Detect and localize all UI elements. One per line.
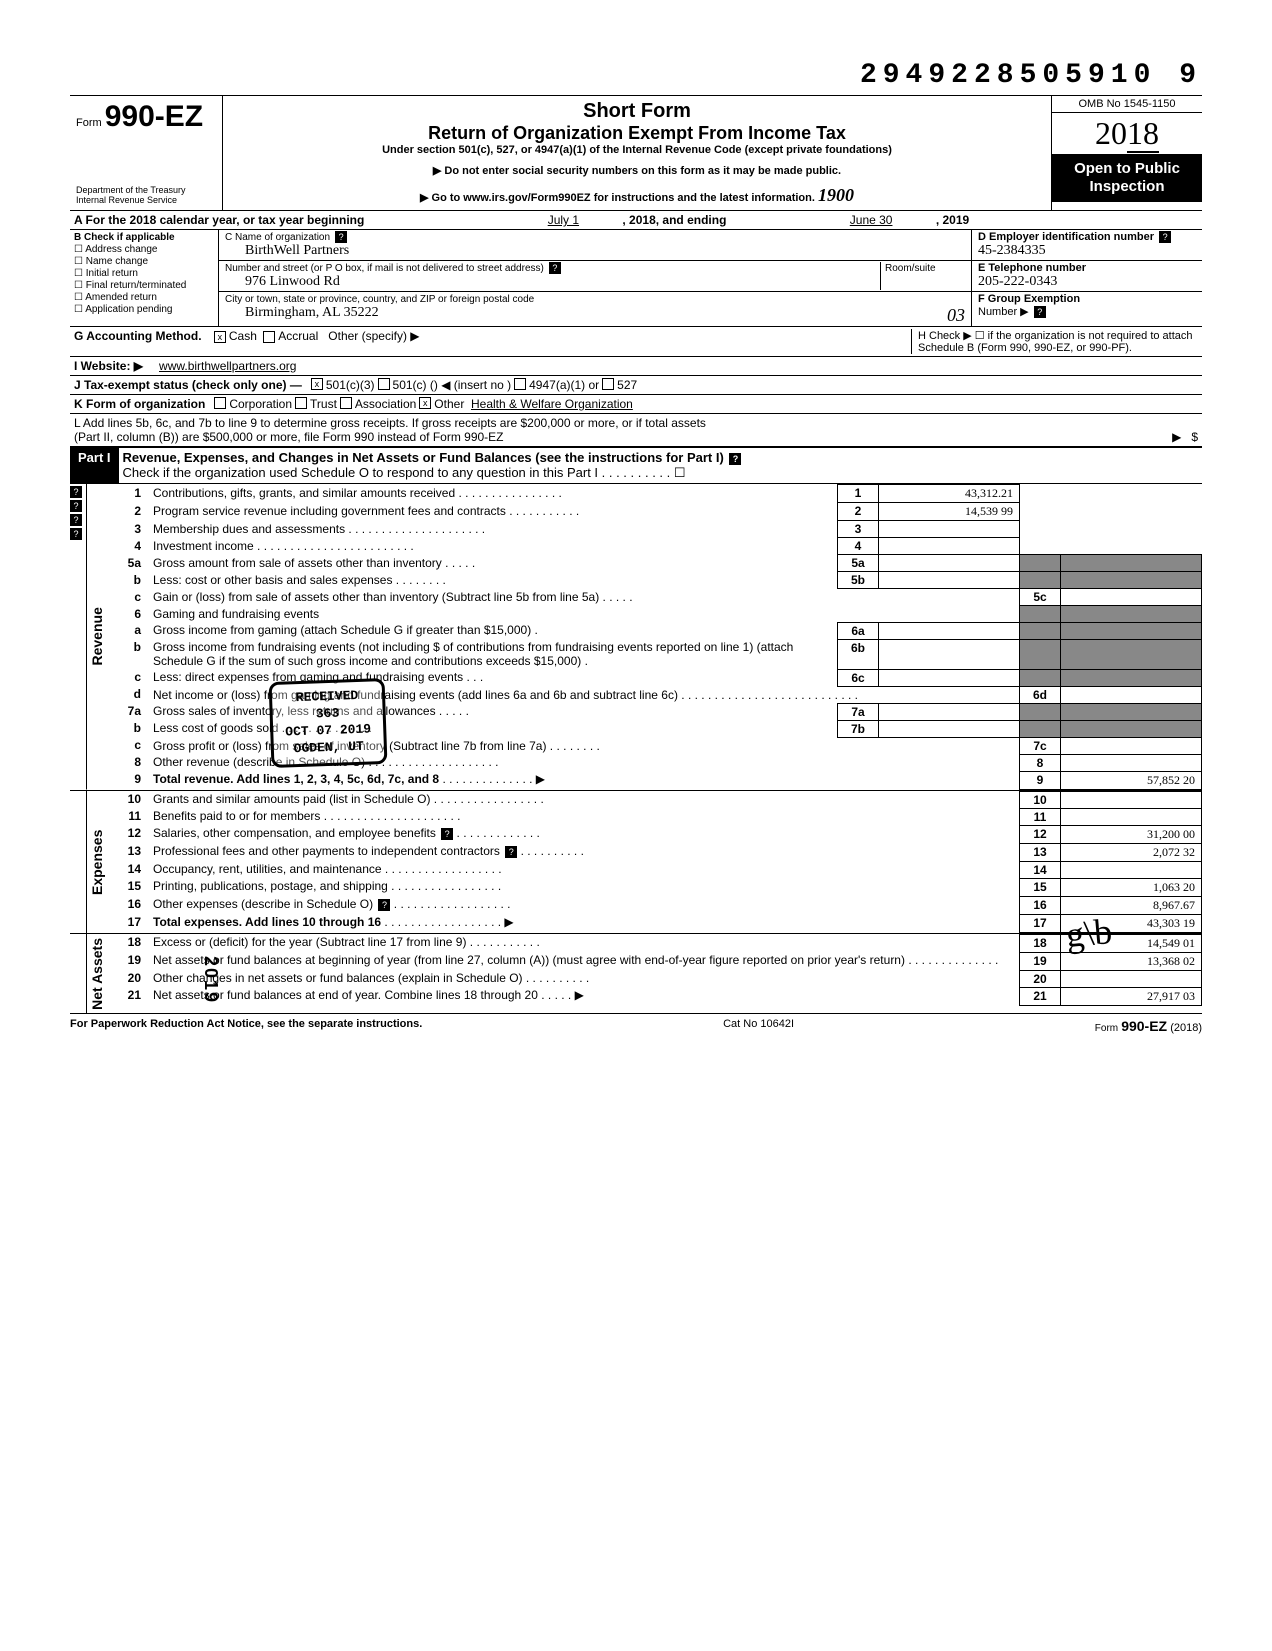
help-icon[interactable]: ? <box>70 514 82 526</box>
help-icon[interactable]: ? <box>729 453 741 465</box>
row-g-h: G Accounting Method. xCash Accrual Other… <box>70 327 1202 357</box>
chk-trust[interactable] <box>295 397 307 409</box>
handwritten-code: 1900 <box>818 185 854 205</box>
expenses-section: Expenses 10Grants and similar amounts pa… <box>70 791 1202 934</box>
chk-amended[interactable]: Amended return <box>74 292 214 303</box>
section-b: B Check if applicable Address change Nam… <box>70 230 219 326</box>
document-id: 2949228505910 9 <box>70 60 1202 91</box>
chk-address[interactable]: Address change <box>74 244 214 255</box>
dept-treasury: Department of the Treasury Internal Reve… <box>76 186 216 206</box>
org-street: 976 Linwood Rd <box>225 274 340 289</box>
chk-501c3[interactable]: x <box>311 378 323 390</box>
row-i: I Website: ▶ www.birthwellpartners.org <box>70 357 1202 376</box>
chk-527[interactable] <box>602 378 614 390</box>
org-info-grid: B Check if applicable Address change Nam… <box>70 230 1202 327</box>
form-header: Form 990-EZ Department of the Treasury I… <box>70 95 1202 211</box>
row-k: K Form of organization Corporation Trust… <box>70 395 1202 414</box>
revenue-table: 1Contributions, gifts, grants, and simil… <box>109 484 1202 790</box>
chk-assoc[interactable] <box>340 397 352 409</box>
expenses-table: 10Grants and similar amounts paid (list … <box>109 791 1202 933</box>
subtitle: Under section 501(c), 527, or 4947(a)(1)… <box>233 144 1041 156</box>
chk-pending[interactable]: Application pending <box>74 304 214 315</box>
revenue-section: ? ? ? ? Revenue 1Contributions, gifts, g… <box>70 484 1202 791</box>
netassets-section: Net Assets 18Excess or (deficit) for the… <box>70 934 1202 1015</box>
page-footer: For Paperwork Reduction Act Notice, see … <box>70 1014 1202 1034</box>
signature: g\b <box>1064 910 1114 956</box>
title-short: Short Form <box>233 100 1041 123</box>
netassets-label: Net Assets <box>86 934 109 1014</box>
section-def: D Employer identification number ? 45-23… <box>972 230 1202 326</box>
chk-501c[interactable] <box>378 378 390 390</box>
chk-accrual[interactable] <box>263 331 275 343</box>
chk-other[interactable]: x <box>419 397 431 409</box>
part1-header: Part I Revenue, Expenses, and Changes in… <box>70 447 1202 484</box>
row-h: H Check ▶ ☐ if the organization is not r… <box>911 329 1198 354</box>
revenue-label: Revenue <box>86 484 109 790</box>
chk-name[interactable]: Name change <box>74 256 214 267</box>
open-public-badge: Open to Public Inspection <box>1052 154 1202 202</box>
omb-number: OMB No 1545-1150 <box>1052 96 1202 113</box>
chk-initial[interactable]: Initial return <box>74 268 214 279</box>
handwritten-03: 03 <box>947 305 965 326</box>
help-icon[interactable]: ? <box>70 528 82 540</box>
ein: 45-2384335 <box>978 243 1046 258</box>
org-city: Birmingham, AL 35222 <box>225 305 379 320</box>
org-name: BirthWell Partners <box>225 243 349 258</box>
row-j: J Tax-exempt status (check only one) — x… <box>70 376 1202 395</box>
help-icon[interactable]: ? <box>1034 306 1046 318</box>
tax-year: 2018 <box>1052 113 1202 154</box>
period-row: A For the 2018 calendar year, or tax yea… <box>70 211 1202 230</box>
instruction-2: ▶ Go to www.irs.gov/Form990EZ for instru… <box>233 185 1041 206</box>
form-number: Form 990-EZ <box>76 100 216 134</box>
help-icon[interactable]: ? <box>1159 231 1171 243</box>
title-main: Return of Organization Exempt From Incom… <box>233 123 1041 144</box>
help-icon[interactable]: ? <box>70 486 82 498</box>
section-c: C Name of organization ? BirthWell Partn… <box>219 230 972 326</box>
help-icon[interactable]: ? <box>335 231 347 243</box>
instruction-1: ▶ Do not enter social security numbers o… <box>233 164 1041 177</box>
telephone: 205-222-0343 <box>978 274 1057 289</box>
year-side: 2019 <box>200 956 221 1004</box>
expenses-label: Expenses <box>86 791 109 933</box>
org-type: Health & Welfare Organization <box>471 397 633 411</box>
row-l: L Add lines 5b, 6c, and 7b to line 9 to … <box>70 414 1202 447</box>
help-icon[interactable]: ? <box>549 262 561 274</box>
website: www.birthwellpartners.org <box>159 359 296 373</box>
chk-4947[interactable] <box>514 378 526 390</box>
help-icon[interactable]: ? <box>70 500 82 512</box>
netassets-table: 18Excess or (deficit) for the year (Subt… <box>109 934 1202 1006</box>
chk-corp[interactable] <box>214 397 226 409</box>
chk-final[interactable]: Final return/terminated <box>74 280 214 291</box>
chk-cash[interactable]: x <box>214 331 226 343</box>
